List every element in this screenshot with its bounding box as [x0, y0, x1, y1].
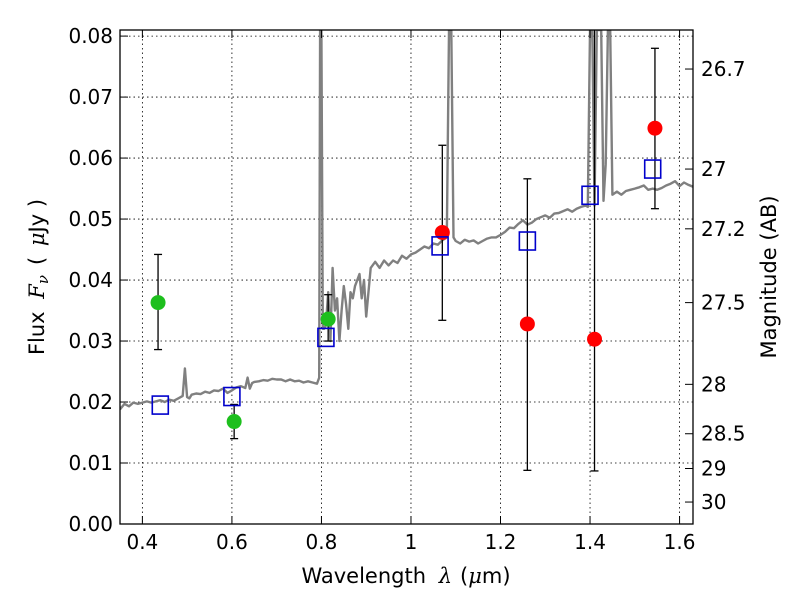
model-square-marker: [317, 327, 335, 348]
x-tick-label: 1.4: [574, 530, 606, 554]
model-square-marker: [643, 159, 662, 179]
data-point-marker: [320, 311, 336, 327]
model-square-marker: [431, 236, 449, 256]
x-tick-label: 1.6: [664, 530, 696, 554]
model-square-marker: [151, 395, 170, 415]
y-tick-label: 0.03: [68, 329, 113, 353]
data-point-marker: [226, 414, 242, 430]
y-tick-label: 0.01: [68, 451, 113, 475]
mag-tick-label: 27.5: [701, 291, 746, 315]
model-square-marker: [518, 231, 537, 251]
mag-tick-label: 27.2: [701, 217, 746, 241]
y-tick-label: 0.05: [68, 207, 113, 231]
x-tick-label: 1: [405, 530, 418, 554]
y-tick-label: 0.06: [68, 146, 113, 170]
data-point-marker: [647, 120, 663, 136]
y-tick-label: 0.02: [68, 390, 113, 414]
data-point-marker: [519, 316, 535, 332]
mag-tick-label: 27: [701, 157, 726, 181]
y-tick-label: 0.00: [68, 512, 113, 536]
mag-tick-label: 28: [701, 372, 726, 396]
mag-tick-label: 29: [701, 457, 726, 481]
y2-axis-label: Magnitude (AB): [757, 195, 781, 358]
x-tick-label: 1.2: [485, 530, 517, 554]
y-tick-label: 0.04: [68, 268, 113, 292]
mag-tick-label: 30: [701, 490, 726, 514]
data-point-marker: [150, 295, 166, 311]
model-square-marker: [581, 185, 599, 206]
data-marks: [150, 30, 663, 472]
x-axis-label: Wavelength λ (μm): [301, 564, 510, 588]
axis-ticks: 0.4 0.6 0.8 1 1.2 1.4 1.6 0.00 0.01 0.02 0.03 0.04 0…: [68, 24, 745, 554]
plot-frame: [119, 29, 694, 525]
x-tick-label: 0.8: [306, 530, 338, 554]
mag-tick-label: 28.5: [701, 422, 746, 446]
spectrum-layer: [120, 30, 693, 411]
x-tick-label: 0.6: [216, 530, 248, 554]
data-point-marker: [587, 331, 603, 347]
model-square-marker: [223, 386, 241, 407]
y-axis-label: Flux Fν( μJy ): [25, 199, 52, 355]
y-tick-label: 0.07: [68, 85, 113, 109]
y-tick-label: 0.08: [68, 24, 113, 48]
x-tick-label: 0.4: [126, 530, 158, 554]
spectrum-line: [120, 30, 693, 411]
mag-tick-label: 26.7: [701, 57, 746, 81]
